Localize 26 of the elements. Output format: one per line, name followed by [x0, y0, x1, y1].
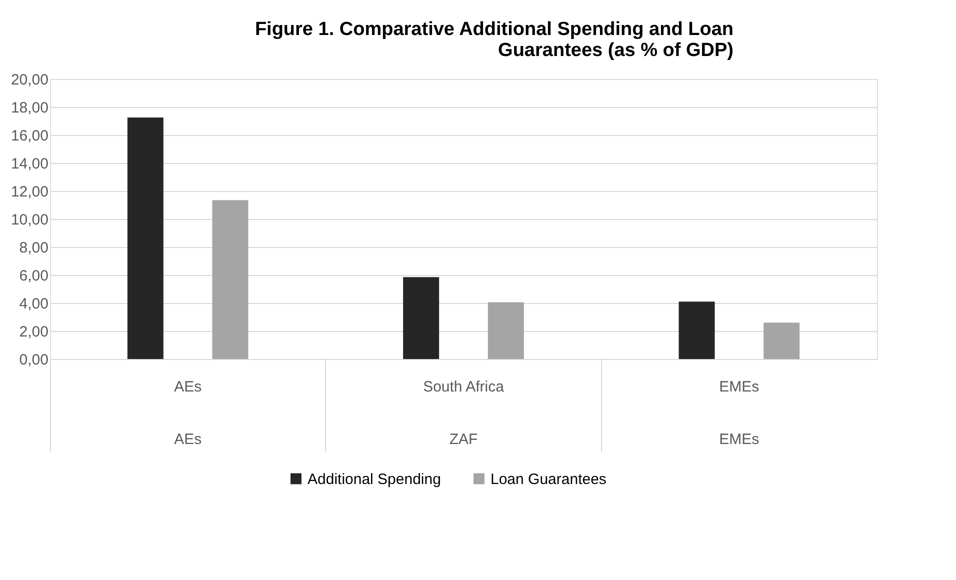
x-tick-label: AEs [174, 378, 202, 396]
y-tick-label: 18,00 [10, 100, 48, 116]
y-tick-label: 14,00 [10, 156, 48, 172]
bar [212, 200, 248, 359]
y-tick-label: 20,00 [10, 72, 48, 88]
text: EMEs [719, 431, 760, 448]
y-tick-label: 12,00 [10, 184, 48, 200]
y-tick-label: 16,00 [10, 128, 48, 144]
bar [764, 322, 800, 359]
y-tick-label: 8,00 [19, 240, 48, 256]
x-tick-label: South Africa [423, 378, 505, 396]
chart-title: Figure 1. Comparative Additional Spending and Loan Guarantees (as % of GDP) [254, 19, 734, 61]
text: AEs [174, 431, 202, 448]
y-tick-label: 0,00 [19, 352, 48, 368]
text: ZAF [449, 431, 478, 448]
bar [678, 302, 715, 359]
bar [488, 302, 524, 359]
legend-label: Additional Spending [308, 470, 441, 488]
y-tick-label: 4,00 [19, 296, 48, 312]
y-tick-label: 2,00 [19, 324, 48, 340]
y-tick-label: 6,00 [19, 268, 48, 284]
y-tick-label: 10,00 [10, 212, 48, 228]
legend-label: Loan Guarantees [490, 470, 606, 488]
bar [403, 277, 440, 359]
bar [127, 118, 164, 359]
x-tick-label: EMEs [719, 378, 760, 396]
